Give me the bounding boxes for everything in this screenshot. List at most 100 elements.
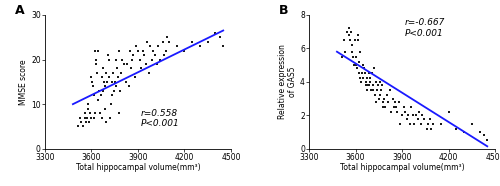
Point [152, 62, 160, 65]
Point [362, 84, 370, 87]
Point [376, 80, 384, 83]
Point [408, 105, 416, 108]
Point [370, 67, 378, 70]
Point [94, 49, 102, 52]
Point [144, 40, 152, 43]
Point [360, 67, 368, 70]
Point [110, 80, 118, 83]
Point [395, 100, 403, 103]
Point [361, 72, 369, 75]
Point [114, 112, 122, 115]
Point [355, 60, 363, 63]
Point [367, 89, 375, 92]
Point [338, 55, 345, 58]
Point [354, 39, 362, 41]
Point [424, 122, 432, 125]
Point [80, 116, 88, 119]
Y-axis label: Relative expression
of GAS5: Relative expression of GAS5 [278, 44, 297, 119]
Y-axis label: MMSE score: MMSE score [20, 59, 28, 105]
Point [128, 58, 136, 61]
Point [404, 114, 412, 117]
Point [104, 54, 112, 57]
Point [444, 110, 452, 113]
Point [92, 58, 100, 61]
Point [352, 55, 360, 58]
Point [109, 71, 117, 74]
Point [354, 33, 362, 36]
Point [400, 105, 407, 108]
Point [376, 94, 384, 97]
Text: A: A [15, 4, 25, 17]
Point [374, 84, 382, 87]
Point [140, 54, 148, 57]
Point [368, 89, 376, 92]
Point [394, 110, 402, 113]
Point [131, 76, 139, 79]
Point [370, 84, 378, 87]
Point [113, 67, 121, 70]
Point [124, 85, 132, 88]
Point [387, 110, 395, 113]
Text: r=0.558
P<0.001: r=0.558 P<0.001 [141, 109, 180, 128]
Point [401, 110, 409, 113]
Point [95, 89, 103, 92]
Point [216, 36, 224, 39]
Point [94, 98, 102, 101]
Point [122, 80, 130, 83]
Point [102, 71, 110, 74]
Point [146, 45, 154, 48]
Point [188, 40, 196, 43]
Point [84, 107, 92, 110]
Point [162, 49, 170, 52]
Point [452, 127, 460, 130]
Point [150, 49, 158, 52]
Point [480, 134, 488, 137]
Point [384, 100, 392, 103]
Point [78, 121, 86, 124]
Point [366, 80, 374, 83]
Point [85, 121, 93, 124]
Point [418, 114, 426, 117]
Point [88, 80, 96, 83]
Point [373, 89, 381, 92]
Point [426, 117, 434, 120]
Point [460, 131, 468, 134]
Point [180, 49, 188, 52]
Point [386, 89, 394, 92]
Point [396, 122, 404, 125]
Point [381, 105, 389, 108]
Point [98, 89, 106, 92]
Point [107, 103, 115, 106]
Point [428, 127, 436, 130]
Point [83, 116, 91, 119]
Point [365, 84, 373, 87]
Point [362, 89, 370, 92]
Point [82, 112, 90, 115]
Point [156, 58, 164, 61]
Point [377, 89, 385, 92]
Point [116, 89, 124, 92]
Point [420, 117, 428, 120]
Point [130, 54, 138, 57]
Point [353, 67, 361, 70]
Point [375, 97, 383, 100]
Point [364, 72, 372, 75]
Point [212, 31, 220, 34]
Point [74, 125, 82, 128]
Point [117, 71, 125, 74]
Point [76, 116, 84, 119]
Point [106, 76, 114, 79]
Point [126, 49, 134, 52]
Point [102, 121, 110, 124]
Point [364, 84, 372, 87]
Point [127, 67, 135, 70]
Point [132, 45, 140, 48]
Point [148, 58, 156, 61]
Point [108, 94, 116, 97]
Point [372, 100, 380, 103]
Point [356, 72, 364, 75]
Point [429, 122, 437, 125]
Point [112, 85, 120, 88]
Point [343, 30, 351, 33]
Point [342, 50, 349, 53]
